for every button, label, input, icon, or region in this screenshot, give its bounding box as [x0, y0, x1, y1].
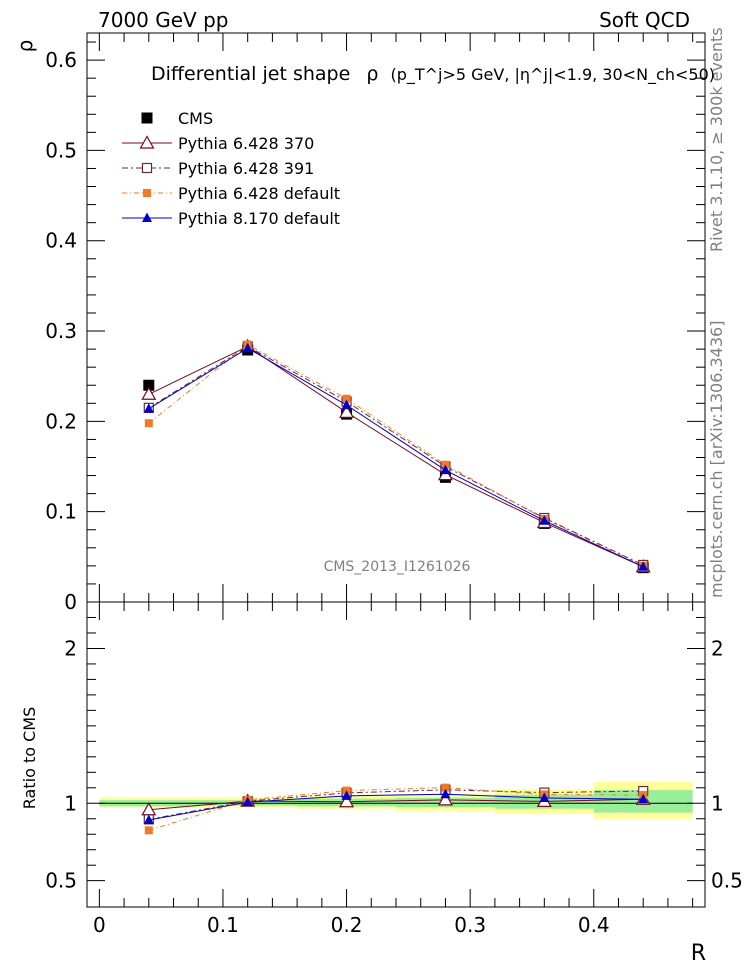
legend-label-pythia-6-428-370: Pythia 6.428 370: [178, 134, 314, 153]
main-ytick-label: 0.1: [45, 500, 77, 524]
ratio-line-pythia-8-170-default: [148, 793, 644, 821]
data-point-pythia-8-170-default: [440, 464, 451, 475]
ratio-ytick-label-left: 1: [64, 791, 77, 815]
ratio-panel: 0.5 0.5 1 1 2 2 0 0.1 0.2 0.3 0.4 Ratio to CMS R: [20, 601, 743, 966]
ratio-series-pythia-8-170-default: [143, 788, 649, 824]
x-tick-label: 0.3: [454, 913, 486, 937]
legend-marker-pythia-8-170-default: [142, 212, 152, 222]
chart-title: Differential jet shape ρ (p_T^j>5 GeV, |…: [151, 63, 715, 85]
mcplots-label: mcplots.cern.ch [arXiv:1306.3436]: [707, 321, 726, 598]
ratio-point-pythia-6-428-default: [144, 826, 153, 835]
series-line-pythia-6-428-370: [148, 345, 644, 568]
data-point-pythia-8-170-default: [341, 399, 352, 410]
ratio-point-pythia-8-170-default: [341, 790, 352, 800]
x-axis-label: R: [691, 941, 706, 966]
x-tick-label: 0.4: [578, 913, 610, 937]
ratio-y-axis-label: Ratio to CMS: [20, 707, 39, 809]
ratio-point-pythia-8-170-default: [242, 796, 253, 807]
main-y-axis-label: ρ: [13, 40, 37, 53]
series-line-pythia-6-428-391: [148, 345, 644, 566]
data-point-pythia-6-428-default: [144, 419, 153, 428]
ratio-ytick-label-left: 2: [64, 636, 77, 660]
series-line-pythia-8-170-default: [148, 347, 644, 568]
ratio-ytick-label-right: 0.5: [711, 869, 743, 893]
series-pythia-6-428-370: [141, 338, 651, 573]
legend-label-pythia-8-170-default: Pythia 8.170 default: [178, 209, 340, 228]
data-point-pythia-6-428-370: [141, 386, 157, 400]
header-category-label: Soft QCD: [599, 8, 690, 32]
legend-label-cms: CMS: [178, 109, 213, 128]
legend-item-cms: CMS: [141, 109, 213, 128]
legend-marker-pythia-6-428-391: [141, 162, 153, 174]
legend-label-pythia-6-428-default: Pythia 6.428 default: [178, 184, 340, 203]
chart-title-cuts: (p_T^j>5 GeV, |η^j|<1.9, 30<N_ch<50): [390, 65, 715, 85]
main-panel: 0.1 0.2 0.3 0.4 0.5 0.6 ρ 0 Differential jet …: [13, 32, 715, 614]
x-tick-label: 0.2: [331, 913, 363, 937]
main-y-zero-label: 0: [64, 590, 77, 614]
ratio-ytick-label-right: 2: [711, 636, 724, 660]
ratio-series-group: [141, 783, 651, 835]
data-point-pythia-8-170-default: [539, 515, 550, 525]
rivet-version-label: Rivet 3.1.10, ≥ 300k events: [707, 27, 726, 252]
ratio-ytick-label-left: 0.5: [45, 869, 77, 893]
data-point-pythia-6-428-370: [339, 404, 355, 418]
series-pythia-8-170-default: [143, 342, 649, 571]
legend-marker-pythia-6-428-default: [143, 189, 151, 197]
ratio-point-pythia-6-428-370: [339, 794, 355, 808]
chart-title-main: Differential jet shape: [151, 63, 350, 85]
analysis-watermark: CMS_2013_I1261026: [324, 559, 471, 575]
ratio-point-pythia-8-170-default: [143, 814, 154, 824]
legend-item-pythia-6-428-370: Pythia 6.428 370: [122, 134, 314, 153]
ratio-axis-ticks: 0.5 0.5 1 1 2 2 0 0.1 0.2 0.3 0.4: [45, 602, 743, 937]
legend-label-pythia-6-428-391: Pythia 6.428 391: [178, 159, 314, 178]
data-point-pythia-8-170-default: [143, 403, 154, 413]
data-point-pythia-8-170-default: [242, 342, 253, 353]
legend-item-pythia-6-428-default: Pythia 6.428 default: [122, 184, 340, 203]
ratio-point-pythia-6-428-370: [437, 792, 453, 806]
legend-marker-cms: [141, 112, 153, 124]
series-pythia-6-428-default: [144, 340, 648, 570]
main-series-group: [141, 338, 651, 574]
ratio-ytick-label-right: 1: [711, 791, 724, 815]
ratio-line-pythia-6-428-370: [148, 798, 644, 811]
main-ytick-label: 0.2: [45, 409, 77, 433]
legend-item-pythia-8-170-default: Pythia 8.170 default: [122, 209, 340, 228]
main-ytick-label: 0.6: [45, 48, 77, 72]
ratio-point-pythia-8-170-default: [638, 793, 649, 804]
series-cms: [143, 344, 649, 574]
ratio-point-pythia-6-428-default: [441, 783, 450, 792]
x-tick-label: 0: [93, 913, 106, 937]
chart-title-rho: ρ: [366, 63, 378, 85]
main-ytick-label: 0.3: [45, 319, 77, 343]
ratio-point-pythia-8-170-default: [539, 792, 550, 803]
main-axis-ticks: 0.1 0.2 0.3 0.4 0.5 0.6: [45, 33, 705, 602]
legend-marker-pythia-6-428-370: [139, 135, 155, 149]
legend: CMS Pythia 6.428 370 Pythia 6.428 391 Pythi…: [122, 109, 340, 228]
ratio-point-pythia-8-170-default: [440, 788, 451, 799]
header-energy-label: 7000 GeV pp: [98, 8, 229, 32]
legend-item-pythia-6-428-391: Pythia 6.428 391: [122, 159, 314, 178]
data-point-pythia-6-428-default: [342, 394, 351, 403]
main-ytick-label: 0.4: [45, 229, 77, 253]
data-point-pythia-8-170-default: [638, 561, 649, 571]
x-tick-label: 0.1: [207, 913, 239, 937]
series-line-pythia-6-428-default: [148, 343, 644, 567]
main-ytick-label: 0.5: [45, 138, 77, 162]
data-point-cms: [143, 379, 155, 391]
ratio-panel-frame: [86, 601, 706, 908]
